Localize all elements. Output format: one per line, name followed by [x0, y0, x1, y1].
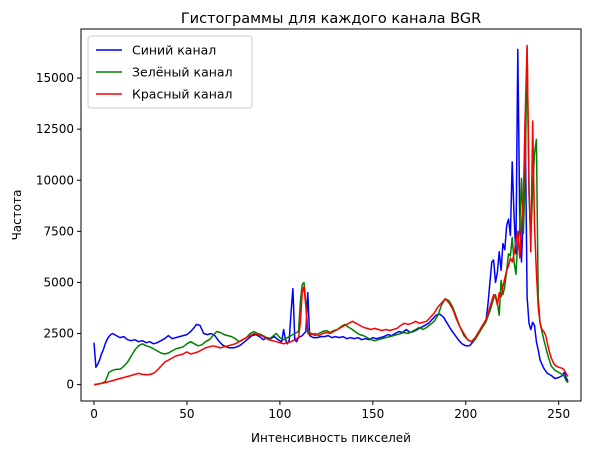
x-tick-label-0: 0 — [90, 407, 98, 421]
legend: Синий канал Зелёный канал Красный канал — [88, 36, 252, 108]
legend-label-0: Синий канал — [132, 43, 216, 58]
x-tick-label-5: 250 — [547, 407, 570, 421]
x-tick-label-4: 200 — [454, 407, 477, 421]
y-tick-label-6: 15000 — [36, 71, 74, 85]
y-axis-label: Частота — [10, 190, 24, 241]
y-tick-label-5: 12500 — [36, 122, 74, 136]
chart-title: Гистограммы для каждого канала BGR — [181, 11, 481, 27]
x-tick-label-2: 100 — [268, 407, 291, 421]
legend-label-1: Зелёный канал — [132, 65, 233, 80]
legend-label-2: Красный канал — [132, 87, 233, 102]
x-axis-label: Интенсивность пикселей — [251, 431, 411, 445]
y-tick-label-4: 10000 — [36, 173, 74, 187]
y-tick-label-0: 0 — [66, 378, 74, 392]
y-tick-label-2: 5000 — [43, 275, 74, 289]
y-tick-label-1: 2500 — [43, 327, 74, 341]
x-tick-label-1: 50 — [179, 407, 194, 421]
x-tick-label-3: 150 — [361, 407, 384, 421]
y-axis: 0 2500 5000 7500 10000 12500 15000 — [36, 71, 81, 392]
y-tick-label-3: 7500 — [43, 224, 74, 238]
x-axis: 0 50 100 150 200 250 — [90, 401, 570, 421]
